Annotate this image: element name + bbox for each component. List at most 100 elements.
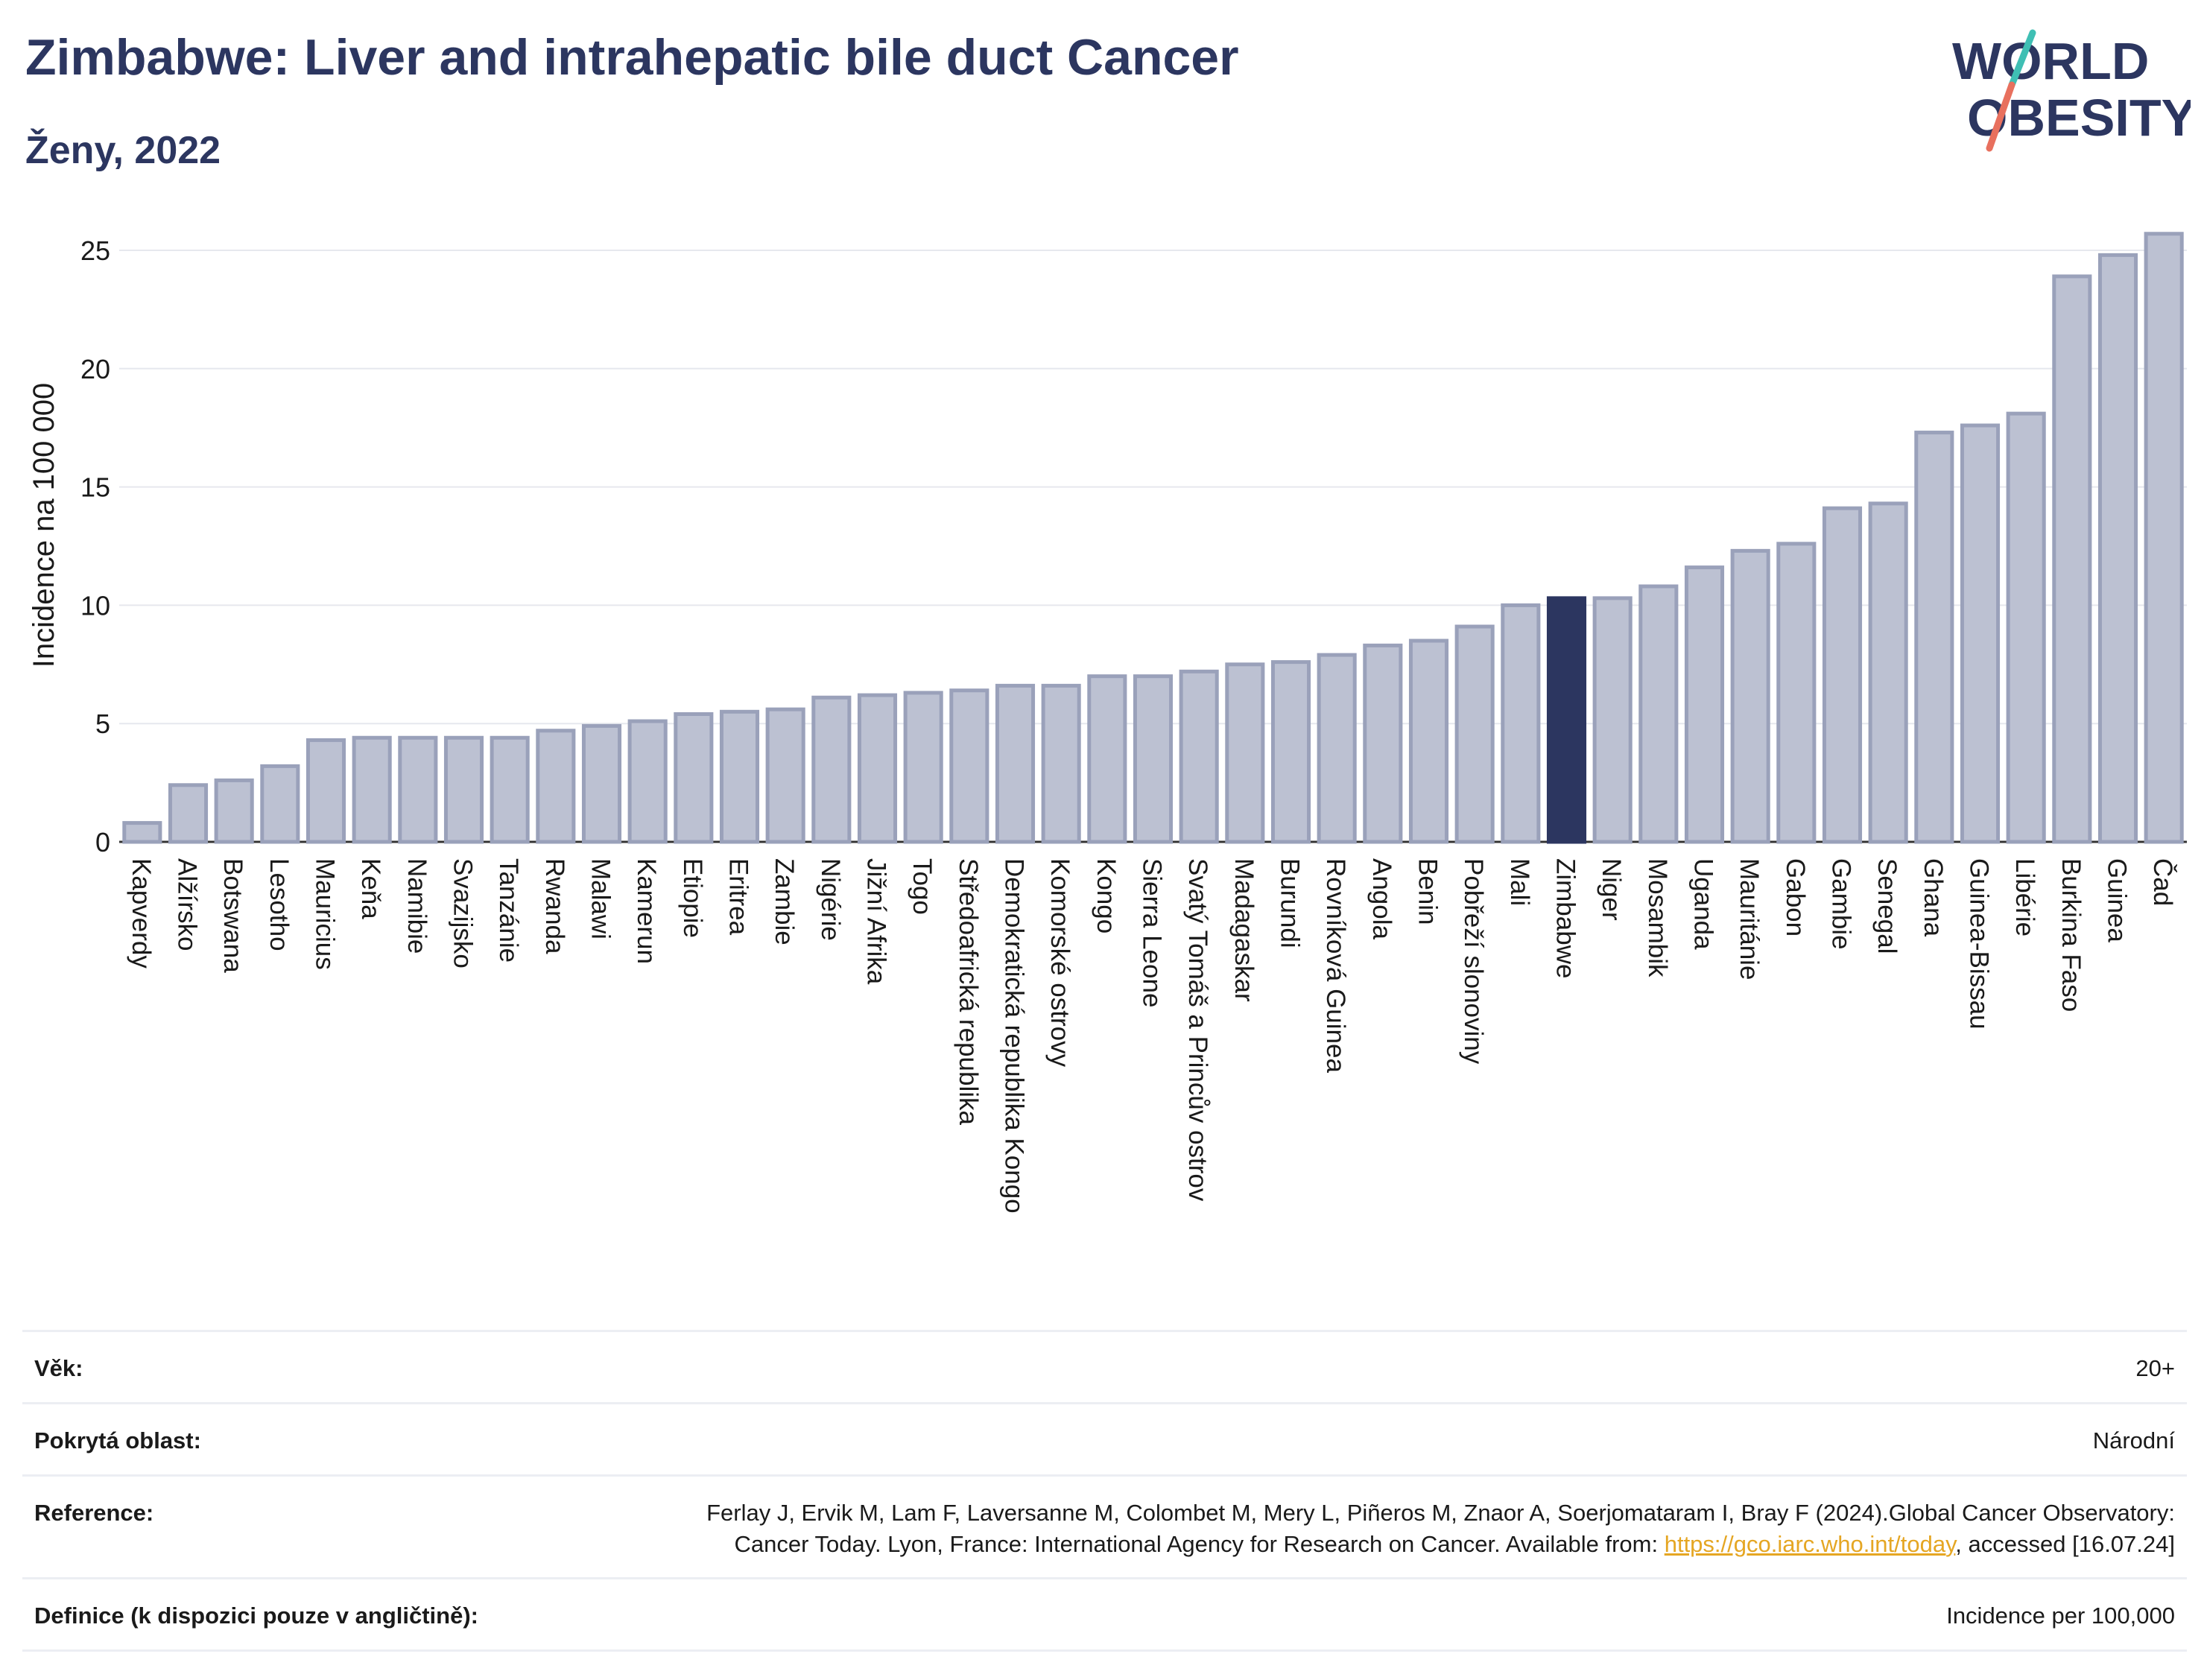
logo-slash-coral (1986, 81, 2015, 152)
bar (352, 735, 392, 844)
x-tick-label: Komorské ostrovy (1045, 858, 1074, 1068)
x-tick-label: Zambie (770, 858, 799, 945)
x-tick-label: Mali (1505, 858, 1534, 906)
x-tick-label: Mauricius (311, 858, 340, 970)
meta-row-coverage: Pokrytá oblast: Národní (22, 1401, 2187, 1474)
meta-label: Definice (k dispozici pouze v angličtině… (34, 1603, 478, 1629)
x-tick-label: Ghana (1919, 858, 1948, 937)
bar (1225, 662, 1265, 844)
x-tick-label: Benin (1413, 858, 1443, 925)
x-tick-label: Angola (1367, 858, 1396, 940)
logo-slash-teal (2008, 29, 2036, 89)
x-tick-label: Libérie (2010, 858, 2039, 936)
x-tick-labels: Kapverdy Alžírsko Botswana Lesotho Mauricius… (127, 858, 2177, 1214)
bar (2144, 232, 2184, 844)
x-tick-label: Eritrea (724, 858, 753, 936)
bar (122, 821, 162, 844)
x-tick-label: Jižní Afrika (862, 858, 891, 985)
x-tick-label: Nigérie (816, 858, 845, 941)
x-tick-label: Burkina Faso (2056, 858, 2086, 1012)
x-tick-label: Čad (2148, 858, 2177, 906)
bar (490, 735, 530, 844)
y-tick-label: 10 (80, 590, 110, 621)
reference-text: Ferlay J, Ervik M, Lam F, Laversanne M, … (685, 1497, 2175, 1560)
x-tick-label: Botswana (218, 858, 247, 973)
x-tick-label: Svatý Tomáš a Princův ostrov (1183, 858, 1212, 1202)
x-tick-label: Středoafrická republika (954, 858, 983, 1125)
bar (1684, 565, 1725, 844)
bar (260, 764, 300, 844)
bar-chart: Kapverdy Alžírsko Botswana Lesotho Mauricius… (28, 232, 2187, 1214)
meta-label: Pokrytá oblast: (34, 1427, 201, 1454)
y-tick-label: 25 (80, 235, 110, 266)
reference-post: , accessed [16.07.24] (1955, 1530, 2175, 1557)
metadata-table: Věk: 20+ Pokrytá oblast: Národní Referen… (22, 1330, 2187, 1652)
bar (903, 691, 943, 844)
meta-label: Reference: (34, 1499, 154, 1526)
x-tick-label: Etiopie (678, 858, 707, 938)
x-tick-label: Mauritánie (1735, 858, 1764, 980)
bar (168, 783, 209, 844)
bar (1087, 674, 1127, 844)
bar (1454, 624, 1495, 844)
x-tick-label: Keňa (356, 858, 385, 919)
bar (995, 683, 1036, 844)
x-tick-label: Niger (1597, 858, 1626, 921)
bar (719, 709, 760, 844)
bar (765, 707, 805, 844)
bar (214, 778, 254, 844)
x-tick-label: Demokratická republika Kongo (1000, 858, 1029, 1214)
bar (1041, 683, 1081, 844)
bar (2006, 411, 2046, 844)
x-tick-label: Kamerun (632, 858, 661, 964)
meta-value: 20+ (2135, 1355, 2175, 1381)
bar-highlighted (1546, 596, 1587, 844)
bar (1317, 653, 1357, 844)
x-tick-label: Namibie (402, 858, 431, 954)
x-tick-label: Guinea-Bissau (1965, 858, 1994, 1030)
bar (1363, 643, 1403, 844)
world-obesity-logo: WORLD OBESITY (1952, 29, 2191, 152)
y-axis-title: Incidence na 100 000 (28, 383, 60, 668)
meta-value: Národní (2092, 1427, 2175, 1454)
bar (1592, 596, 1633, 844)
meta-row-reference: Reference: Ferlay J, Ervik M, Lam F, Lav… (22, 1474, 2187, 1578)
x-tick-label: Rovníková Guinea (1321, 858, 1350, 1073)
bar (1501, 603, 1541, 844)
bar (2097, 253, 2138, 844)
x-tick-label: Kongo (1092, 858, 1121, 933)
meta-row-definition: Definice (k dispozici pouze v angličtině… (22, 1577, 2187, 1652)
bar (1270, 660, 1311, 844)
x-tick-label: Togo (908, 858, 937, 915)
bar (1776, 542, 1817, 844)
y-tick-labels: 0 5 10 15 20 25 (80, 235, 110, 858)
meta-value: Incidence per 100,000 (1946, 1603, 2175, 1629)
meta-label: Věk: (34, 1355, 83, 1381)
x-tick-label: Senegal (1872, 858, 1901, 954)
bar (1179, 669, 1219, 844)
bar (398, 735, 438, 844)
bar (1133, 674, 1174, 844)
y-tick-label: 0 (95, 827, 110, 858)
reference-pre: Ferlay J, Ervik M, Lam F, Laversanne M, … (706, 1499, 2175, 1557)
x-tick-label: Malawi (586, 858, 615, 939)
bar (2052, 274, 2092, 844)
page-subtitle: Ženy, 2022 (25, 129, 221, 172)
y-tick-label: 15 (80, 472, 110, 503)
bar (1730, 548, 1770, 844)
bar (1408, 638, 1449, 844)
x-tick-label: Madagaskar (1229, 858, 1258, 1002)
bar (305, 738, 346, 844)
x-tick-label: Pobřeží slonoviny (1459, 858, 1488, 1065)
x-tick-label: Alžírsko (173, 858, 202, 951)
bar (536, 729, 576, 844)
logo-line1: WORLD (1952, 32, 2149, 90)
bar (627, 719, 668, 844)
reference-link[interactable]: https://gco.iarc.who.int/today (1664, 1530, 1956, 1557)
bar (857, 693, 898, 844)
x-tick-label: Gabon (1781, 858, 1810, 936)
x-tick-label: Rwanda (540, 858, 569, 954)
x-tick-label: Kapverdy (127, 858, 156, 969)
x-tick-label: Sierra Leone (1138, 858, 1167, 1007)
bar (949, 688, 989, 844)
